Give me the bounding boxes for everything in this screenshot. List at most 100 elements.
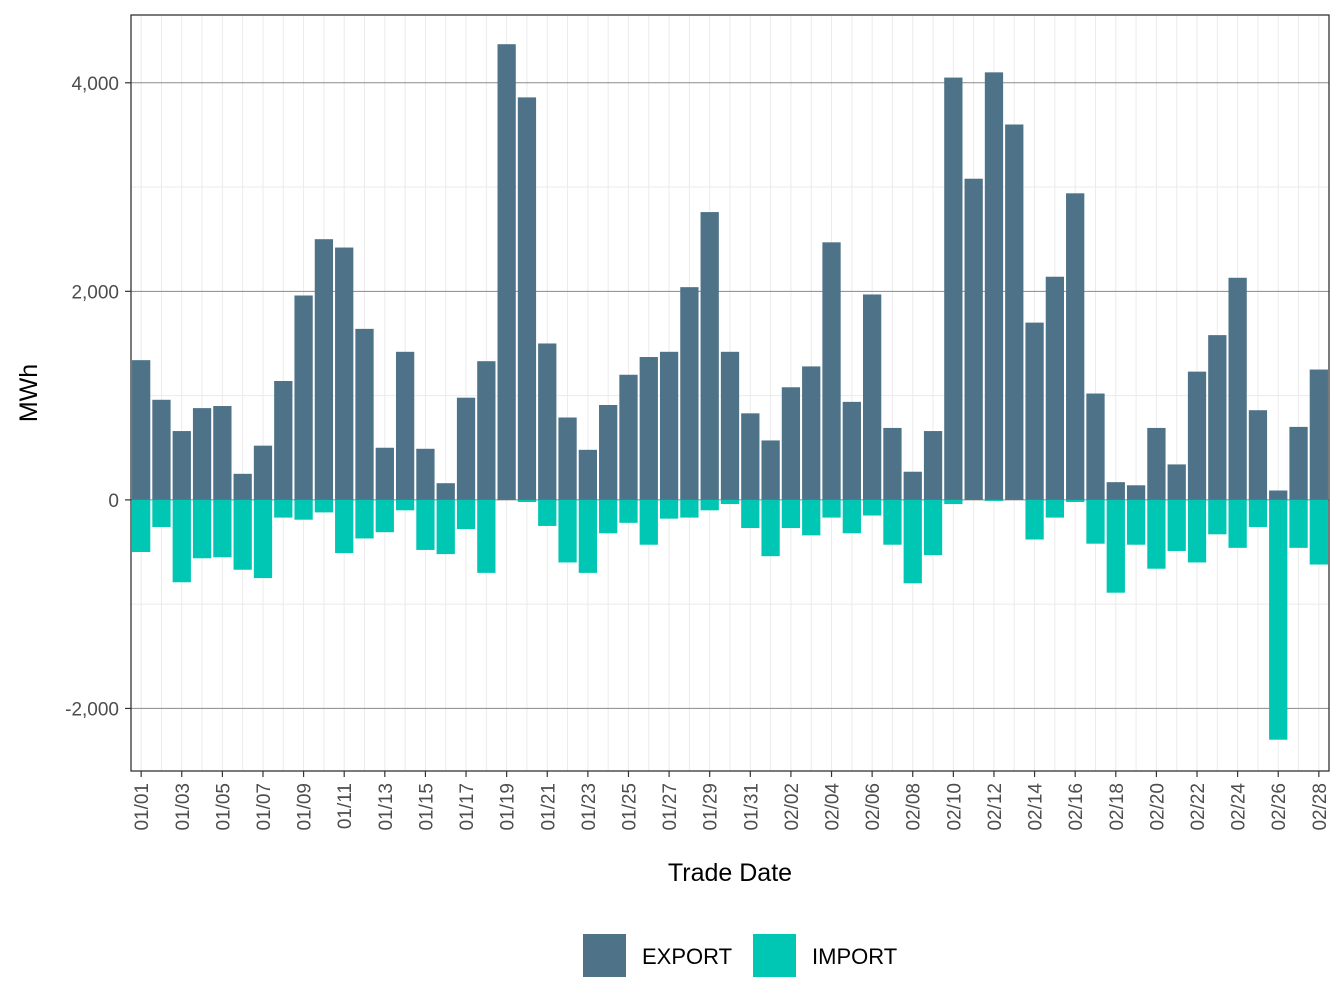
bar-export-02-16: [1066, 193, 1085, 500]
bar-export-02-26: [1269, 490, 1288, 500]
bar-export-02-17: [1086, 393, 1105, 500]
bar-export-02-20: [1147, 427, 1166, 500]
x-tick-label: 01/19: [498, 783, 519, 831]
bar-export-02-08: [903, 471, 922, 500]
bar-import-01-18: [477, 499, 496, 573]
bar-import-01-13: [375, 499, 394, 533]
x-tick-label: 02/06: [863, 783, 884, 831]
bar-export-02-28: [1309, 369, 1328, 500]
bar-export-01-14: [395, 351, 415, 500]
bar-import-01-30: [720, 499, 740, 505]
bar-export-01-03: [172, 431, 191, 500]
bar-export-01-19: [497, 44, 516, 500]
x-tick-label: 02/24: [1229, 783, 1250, 831]
x-tick-label: 02/20: [1147, 783, 1168, 831]
bar-import-01-22: [558, 499, 577, 563]
x-tick-label: 02/14: [1026, 783, 1047, 831]
bar-import-02-27: [1289, 499, 1308, 548]
x-tick-label: 01/07: [254, 783, 275, 831]
x-tick-label: 02/02: [782, 783, 803, 831]
x-tick-label: 01/09: [295, 783, 316, 831]
bar-export-02-23: [1208, 335, 1227, 500]
y-tick-label: 2,000: [71, 282, 119, 303]
bar-import-02-15: [1045, 499, 1065, 518]
x-tick-label: 01/27: [660, 783, 681, 831]
x-axis-title: Trade Date: [668, 859, 792, 887]
bars: [132, 44, 1328, 740]
x-tick-label: 02/12: [985, 783, 1006, 831]
bar-import-02-17: [1086, 499, 1105, 544]
x-tick-label: 01/13: [376, 783, 397, 831]
bar-export-02-24: [1228, 277, 1247, 500]
bar-import-01-08: [274, 499, 293, 518]
bar-export-01-10: [314, 239, 334, 500]
bar-import-01-29: [700, 499, 719, 511]
bar-import-01-16: [436, 499, 455, 555]
x-tick-label: 01/15: [416, 783, 437, 831]
bar-import-01-01: [132, 499, 151, 553]
bar-export-02-03: [802, 366, 821, 500]
bar-export-01-23: [578, 449, 598, 500]
bar-export-02-21: [1167, 464, 1186, 500]
bar-export-02-02: [781, 387, 801, 500]
bar-import-01-04: [192, 499, 212, 559]
bar-export-01-29: [700, 212, 719, 500]
bar-export-02-07: [883, 427, 902, 500]
bar-import-02-04: [822, 499, 841, 518]
bar-export-01-17: [456, 397, 476, 500]
y-axis: -2,000 0 2,000 4,000: [65, 74, 131, 720]
bar-import-02-16: [1066, 499, 1085, 502]
y-axis-title: MWh: [15, 364, 43, 422]
bar-export-01-24: [599, 404, 618, 500]
bar-import-02-18: [1106, 499, 1125, 593]
bar-export-02-15: [1045, 276, 1065, 500]
bar-import-02-02: [781, 499, 801, 529]
y-tick-label: 4,000: [71, 74, 119, 95]
bar-import-02-23: [1208, 499, 1227, 535]
bar-import-01-24: [599, 499, 618, 534]
bar-import-01-07: [253, 499, 273, 579]
bar-export-02-13: [1005, 124, 1024, 500]
bar-export-02-22: [1187, 371, 1207, 500]
legend-key-import: [753, 934, 796, 977]
bar-import-02-28: [1309, 499, 1328, 565]
bar-import-01-09: [294, 499, 313, 520]
x-tick-label: 01/23: [579, 783, 600, 831]
bar-import-01-23: [578, 499, 598, 573]
x-tick-label: 01/03: [173, 783, 194, 831]
legend: EXPORT IMPORT: [583, 934, 897, 977]
bar-export-01-06: [233, 473, 252, 500]
bar-export-02-05: [842, 401, 861, 500]
bar-export-01-15: [416, 448, 435, 500]
x-tick-label: 02/08: [904, 783, 925, 831]
bar-import-01-20: [517, 499, 537, 502]
bar-import-02-05: [842, 499, 861, 534]
bar-export-01-02: [152, 399, 171, 500]
bar-import-02-20: [1147, 499, 1166, 569]
bar-export-01-01: [132, 360, 151, 500]
bar-export-01-22: [558, 417, 577, 500]
bar-import-01-11: [335, 499, 354, 554]
bar-import-02-12: [984, 499, 1004, 501]
x-tick-label: 02/10: [944, 783, 965, 831]
bar-import-01-02: [152, 499, 171, 527]
x-tick-label: 02/04: [823, 783, 844, 831]
bar-export-01-18: [477, 361, 496, 500]
bar-import-02-26: [1269, 499, 1288, 740]
bar-import-02-08: [903, 499, 922, 584]
bar-import-02-14: [1025, 499, 1044, 540]
x-tick-label: 02/18: [1107, 783, 1128, 831]
bar-import-02-10: [944, 499, 963, 505]
bar-export-02-04: [822, 242, 841, 500]
bar-export-01-30: [720, 351, 740, 500]
bar-import-02-01: [761, 499, 780, 557]
bar-export-01-26: [639, 357, 658, 500]
bar-import-01-10: [314, 499, 334, 513]
bar-import-02-22: [1187, 499, 1207, 563]
y-tick-label: -2,000: [65, 699, 119, 720]
x-tick-label: 01/17: [457, 783, 478, 831]
legend-label-import: IMPORT: [812, 944, 897, 969]
bar-export-02-14: [1025, 322, 1044, 500]
bar-import-01-14: [395, 499, 415, 511]
bar-import-01-28: [680, 499, 699, 518]
